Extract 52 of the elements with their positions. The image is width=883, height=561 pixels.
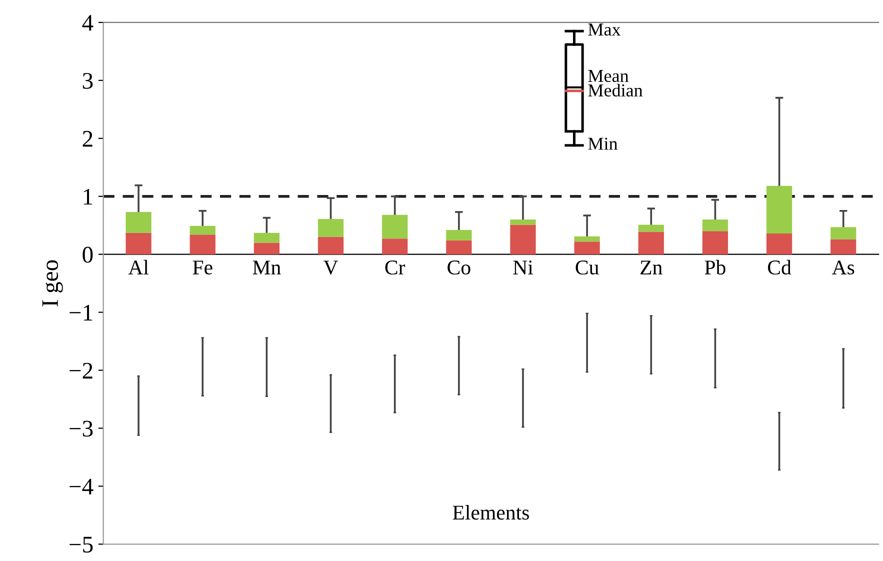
bar — [574, 236, 600, 242]
bar — [638, 232, 664, 254]
x-tick-label: V — [323, 260, 338, 275]
y-tick-label: −3 — [70, 420, 93, 437]
bar — [702, 231, 728, 254]
bar — [318, 218, 344, 237]
bar — [830, 239, 856, 254]
y-tick-label: −5 — [70, 536, 93, 553]
x-tick-label: Fe — [192, 260, 212, 275]
annotation: Median — [588, 84, 643, 97]
bar — [510, 224, 536, 254]
y-tick-label: 4 — [82, 15, 94, 31]
x-tick-label: Co — [448, 260, 470, 275]
x-tick-label: Cr — [385, 260, 406, 275]
bar — [318, 236, 344, 254]
y-tick-label: 2 — [82, 130, 92, 147]
x-axis-title: Elements — [452, 505, 529, 520]
bar — [126, 212, 152, 233]
bar — [382, 238, 408, 254]
bar — [190, 234, 216, 254]
x-tick-label: Mn — [252, 260, 281, 274]
annotation: Max — [588, 24, 621, 36]
bar — [382, 214, 408, 239]
bar — [574, 242, 600, 254]
y-tick-label: 1 — [84, 188, 92, 205]
annotation: Min — [588, 138, 618, 150]
bar — [190, 226, 216, 235]
x-tick-label: Ni — [513, 260, 534, 274]
bar — [446, 230, 472, 240]
bar — [766, 233, 792, 254]
annotation: Mean — [588, 70, 629, 82]
bar — [638, 224, 664, 232]
x-tick-label: Al — [128, 260, 149, 274]
bar — [126, 232, 152, 254]
y-axis-title: I geo — [42, 260, 63, 306]
bar — [254, 232, 280, 243]
y-tick-label: −1 — [70, 304, 92, 320]
y-tick-label: −4 — [70, 478, 94, 494]
x-tick-label: Pb — [704, 260, 726, 275]
bar — [254, 242, 280, 254]
x-tick-label: Zn — [640, 260, 662, 274]
x-tick-label: As — [832, 260, 854, 275]
x-tick-label: Cu — [576, 260, 599, 275]
bar — [446, 240, 472, 254]
y-tick-label: 0 — [82, 246, 93, 263]
bar — [510, 220, 536, 225]
x-tick-label: Cd — [768, 260, 792, 275]
y-tick-label: 3 — [82, 72, 93, 89]
bar — [830, 227, 856, 240]
y-tick-label: −2 — [70, 362, 92, 378]
bar — [702, 220, 728, 232]
bar — [766, 186, 792, 234]
